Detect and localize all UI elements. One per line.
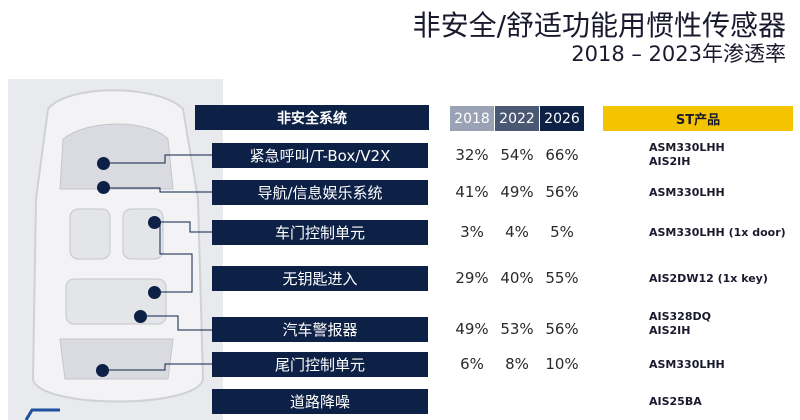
value-2022: 53% (500, 320, 534, 338)
product-name: ASM330LHH (1x door) (649, 226, 786, 239)
product-name: AIS2IH (649, 324, 691, 337)
page-title: 非安全/舒适功能用惯性传感器 (412, 9, 786, 42)
product-name: AIS25BA (649, 395, 702, 408)
sensor-dot-navigation (97, 181, 110, 194)
value-2022: 54% (500, 146, 534, 164)
value-2026: 56% (545, 320, 579, 338)
product-list: AIS328DQ AIS2IH (649, 310, 711, 338)
sensor-dot-door (148, 216, 161, 229)
value-2022: 8% (505, 355, 529, 373)
system-label-ecall: 紧急呼叫/T-Box/V2X (212, 143, 428, 168)
sensor-dot-keyless (148, 286, 161, 299)
product-name: AIS2DW12 (1x key) (649, 272, 768, 285)
year-header-2022: 2022 (495, 106, 539, 131)
system-label-road-noise: 道路降噪 (212, 389, 428, 414)
product-list: ASM330LHH AIS2IH (649, 141, 725, 169)
product-list: ASM330LHH (649, 186, 725, 200)
year-header-2026: 2026 (540, 106, 584, 131)
product-list: ASM330LHH (649, 358, 725, 372)
value-2026: 5% (550, 223, 574, 241)
product-name: AIS328DQ (649, 310, 711, 323)
system-label-car-alarm: 汽车警报器 (212, 317, 428, 342)
value-2026: 55% (545, 269, 579, 287)
value-2022: 49% (500, 183, 534, 201)
system-label-keyless-entry: 无钥匙进入 (212, 266, 428, 291)
product-name: ASM330LHH (649, 186, 725, 199)
value-2018: 29% (455, 269, 489, 287)
system-label-door-control: 车门控制单元 (212, 220, 428, 245)
value-2018: 6% (460, 355, 484, 373)
system-header: 非安全系统 (195, 105, 429, 130)
sensor-dot-alarm (134, 310, 147, 323)
sensor-dot-tailgate (96, 364, 109, 377)
value-2026: 10% (545, 355, 579, 373)
product-name: ASM330LHH (649, 141, 725, 154)
st-product-header: ST产品 (603, 106, 793, 131)
value-2018: 41% (455, 183, 489, 201)
value-2022: 4% (505, 223, 529, 241)
product-name: AIS2IH (649, 155, 691, 168)
system-label-navigation: 导航/信息娱乐系统 (212, 180, 428, 205)
product-list: AIS25BA (649, 395, 702, 409)
value-2018: 3% (460, 223, 484, 241)
product-list: ASM330LHH (1x door) (649, 226, 786, 240)
product-list: AIS2DW12 (1x key) (649, 272, 768, 286)
value-2022: 40% (500, 269, 534, 287)
year-header-2018: 2018 (450, 106, 494, 131)
st-logo-icon (24, 408, 60, 420)
product-name: ASM330LHH (649, 358, 725, 371)
sensor-dot-ecall (97, 157, 110, 170)
value-2026: 66% (545, 146, 579, 164)
value-2026: 56% (545, 183, 579, 201)
page-subtitle: 2018 – 2023年渗透率 (571, 42, 786, 66)
value-2018: 32% (455, 146, 489, 164)
system-label-tailgate-control: 尾门控制单元 (212, 352, 428, 377)
value-2018: 49% (455, 320, 489, 338)
